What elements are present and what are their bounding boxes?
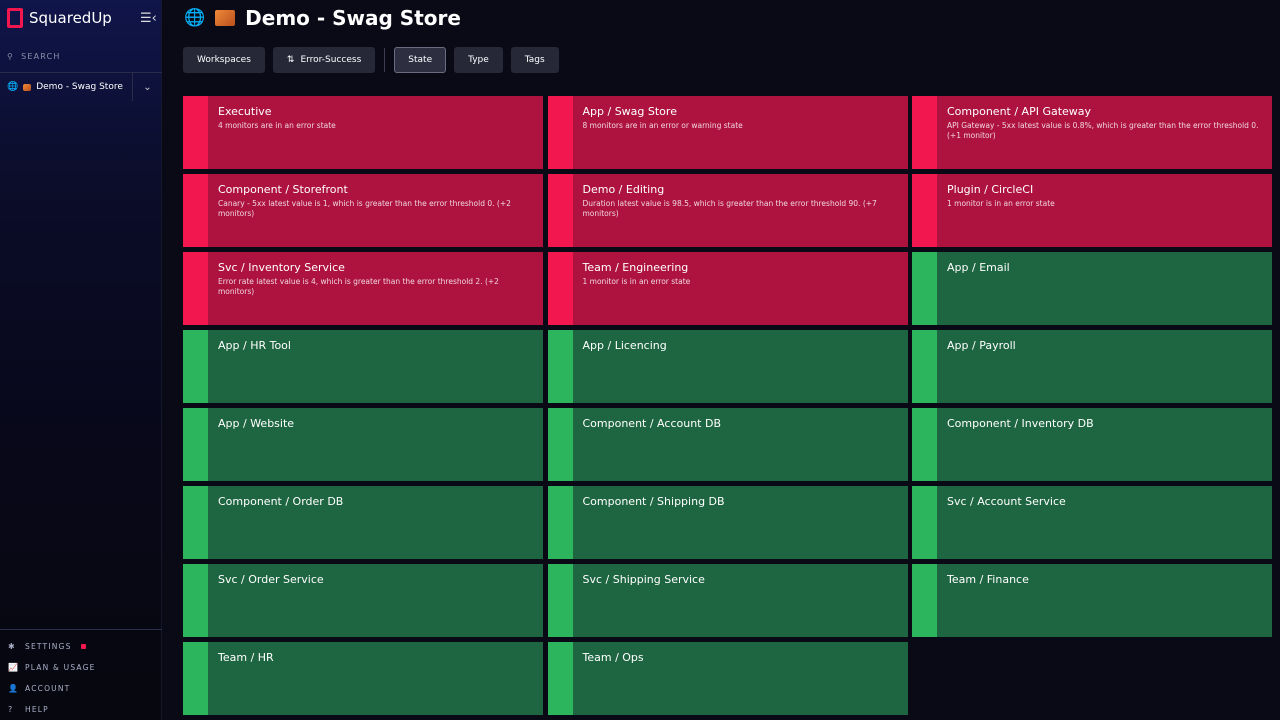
search-icon: ⚲ (7, 52, 15, 61)
tile-name: Plugin / CircleCI (947, 183, 1034, 196)
tile[interactable]: Component / API Gateway API Gateway - 5xx… (912, 96, 1272, 169)
tile-grid: Executive 4 monitors are in an error stat… (183, 96, 1272, 715)
globe-icon: 🌐 (184, 8, 206, 28)
sidebar-footer-settings[interactable]: ✱ SETTINGS (0, 636, 162, 657)
tile-name: Team / HR (218, 651, 274, 664)
sidebar: SquaredUp ☰‹ ⚲ SEARCH 🌐 Demo - Swag Store … (0, 0, 162, 720)
tile[interactable]: App / Licencing (547, 330, 908, 403)
tile-name: Component / Shipping DB (582, 495, 725, 508)
sort-label: Error-Success (300, 55, 362, 65)
search-button[interactable]: ⚲ SEARCH (7, 52, 61, 61)
tile-name: Team / Finance (947, 573, 1029, 586)
sidebar-footer-help[interactable]: ? HELP (0, 699, 162, 720)
tile[interactable]: Team / Finance (912, 564, 1272, 637)
tile[interactable]: Component / Inventory DB (912, 408, 1272, 481)
tile[interactable]: App / Email (912, 252, 1272, 325)
tile[interactable]: Team / Engineering 1 monitor is in an err… (547, 252, 908, 325)
tile-name: App / Website (218, 417, 295, 430)
tile-name: App / Email (947, 261, 1010, 274)
title-text: Demo - Swag Store (245, 6, 461, 30)
footer-label: HELP (25, 705, 49, 714)
tile-name: Component / API Gateway (947, 105, 1092, 118)
tags-button[interactable]: Tags (510, 47, 559, 73)
tile[interactable]: Component / Shipping DB (547, 486, 908, 559)
tile[interactable]: Component / Storefront Canary - 5xx lates… (183, 174, 543, 247)
collapse-sidebar-icon[interactable]: ☰‹ (140, 11, 157, 26)
tile-name: App / Licencing (582, 339, 667, 352)
tile-name: Demo / Editing (582, 183, 665, 196)
tile-description: 8 monitors are in an error or warning st… (582, 121, 743, 130)
sidebar-footer-account[interactable]: 👤 ACCOUNT (0, 678, 162, 699)
user-icon: 👤 (8, 684, 20, 693)
workspace-label: Demo - Swag Store (36, 82, 123, 92)
tile[interactable]: Team / HR (183, 642, 543, 715)
tile[interactable]: Component / Account DB (547, 408, 908, 481)
brand-name: SquaredUp (29, 9, 112, 27)
tile-name: App / Swag Store (582, 105, 677, 118)
chevron-down-icon[interactable]: ⌄ (143, 81, 152, 93)
footer-label: SETTINGS (25, 642, 72, 651)
help-icon: ? (8, 705, 14, 714)
page-title: 🌐 Demo - Swag Store (184, 6, 461, 30)
tile[interactable]: Team / Ops (547, 642, 908, 715)
tile-description: 1 monitor is in an error state (582, 277, 691, 286)
tile[interactable]: Demo / Editing Duration latest value is 9… (547, 174, 908, 247)
sort-icon: ⇅ (286, 55, 295, 65)
tile[interactable]: App / HR Tool (183, 330, 543, 403)
tile[interactable]: Executive 4 monitors are in an error stat… (183, 96, 543, 169)
chart-icon: 📈 (8, 663, 20, 672)
notification-dot (80, 644, 86, 649)
search-label: SEARCH (21, 52, 61, 61)
tile[interactable]: Svc / Inventory Service Error rate latest… (183, 252, 543, 325)
tile[interactable]: Component / Order DB (183, 486, 543, 559)
tile[interactable]: App / Swag Store 8 monitors are in an err… (547, 96, 908, 169)
tile-name: App / HR Tool (218, 339, 291, 352)
tags-label: Tags (524, 55, 545, 65)
tile[interactable]: Svc / Account Service (912, 486, 1272, 559)
sidebar-footer-plan-usage[interactable]: 📈 PLAN & USAGE (0, 657, 162, 678)
workspace-icon (23, 83, 32, 91)
footer-label: ACCOUNT (25, 684, 71, 693)
tile-name: App / Payroll (947, 339, 1016, 352)
squaredup-logo-icon (7, 8, 23, 28)
tile-name: Svc / Account Service (947, 495, 1066, 508)
workspaces-label: Workspaces (197, 55, 251, 65)
tile-description: 1 monitor is in an error state (947, 199, 1055, 208)
sort-button[interactable]: ⇅ Error-Success (272, 47, 376, 73)
tile-name: Component / Inventory DB (947, 417, 1094, 430)
tile-description: Canary - 5xx latest value is 1, which is… (218, 199, 511, 218)
toolbar: Workspaces ⇅ Error-Success State Type Tag… (183, 47, 559, 73)
logo[interactable]: SquaredUp (7, 8, 112, 28)
tile-name: Executive (218, 105, 272, 118)
type-label: Type (468, 55, 489, 65)
tile-name: Component / Order DB (218, 495, 344, 508)
tile[interactable]: App / Payroll (912, 330, 1272, 403)
globe-icon: 🌐 (7, 82, 19, 92)
state-label: State (408, 55, 433, 65)
workspace-icon (215, 10, 236, 26)
tile-description: Error rate latest value is 4, which is g… (218, 277, 499, 296)
tile-name: Component / Storefront (218, 183, 348, 196)
tile-name: Team / Engineering (582, 261, 689, 274)
state-button[interactable]: State (394, 47, 447, 73)
footer-label: PLAN & USAGE (25, 663, 96, 672)
tile-name: Svc / Shipping Service (582, 573, 705, 586)
tile[interactable]: App / Website (183, 408, 543, 481)
tile-description: Duration latest value is 98.5, which is … (582, 199, 877, 218)
sidebar-item-workspace[interactable]: 🌐 Demo - Swag Store ⌄ (0, 72, 162, 101)
tile[interactable]: Svc / Order Service (183, 564, 543, 637)
type-button[interactable]: Type (454, 47, 503, 73)
tile-description: API Gateway - 5xx latest value is 0.8%, … (947, 121, 1259, 140)
gear-icon: ✱ (8, 642, 16, 651)
workspaces-button[interactable]: Workspaces (183, 47, 265, 73)
tile-name: Component / Account DB (582, 417, 722, 430)
tile-name: Svc / Inventory Service (218, 261, 345, 274)
divider (384, 48, 386, 72)
tile[interactable]: Plugin / CircleCI 1 monitor is in an erro… (912, 174, 1272, 247)
tile-name: Svc / Order Service (218, 573, 324, 586)
tile-name: Team / Ops (582, 651, 644, 664)
tile[interactable]: Svc / Shipping Service (547, 564, 908, 637)
tile-description: 4 monitors are in an error state (218, 121, 336, 130)
